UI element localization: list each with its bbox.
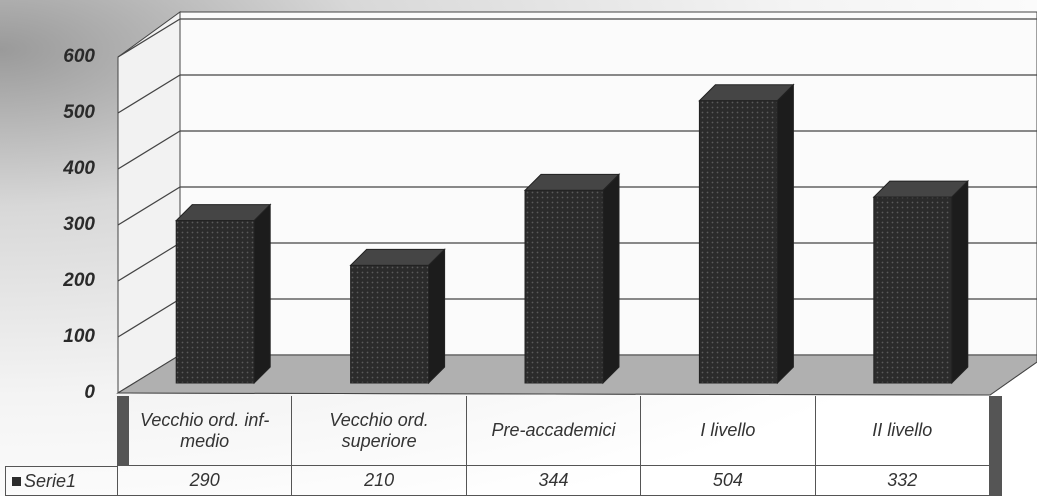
y-tick-label: 200	[62, 270, 95, 291]
x-tick-label: Pre-accademici	[466, 396, 642, 466]
bar	[698, 100, 778, 384]
x-tick-label: Vecchio ord. inf-medio	[118, 396, 293, 466]
x-tick-label: I livello	[641, 396, 816, 466]
grid-line	[117, 74, 1037, 114]
table-border	[117, 396, 129, 466]
bar	[524, 189, 604, 384]
legend-cell: Serie1	[5, 466, 118, 496]
bar-side	[602, 173, 620, 385]
table-value: 332	[815, 466, 990, 496]
y-tick-label: 300	[63, 214, 95, 235]
bar-side	[951, 179, 969, 385]
table-value: 344	[466, 466, 642, 496]
y-tick-label: 100	[63, 326, 95, 347]
y-tick-label: 600	[63, 46, 95, 67]
table-border	[118, 465, 990, 466]
bar	[350, 264, 430, 384]
bar-side	[253, 203, 271, 385]
bar	[873, 196, 953, 384]
bar-side	[776, 83, 794, 385]
x-tick-label: II livello	[815, 396, 990, 466]
table-border	[990, 396, 1002, 496]
y-tick-label: 0	[84, 382, 95, 403]
grid-line	[117, 18, 1037, 58]
table-value: 504	[641, 466, 816, 496]
table-value: 210	[292, 466, 467, 496]
bar	[175, 220, 255, 384]
y-tick-label: 400	[62, 158, 95, 179]
side-wall	[117, 11, 181, 394]
y-tick-label: 500	[63, 102, 95, 123]
legend-label: Serie1	[24, 470, 77, 491]
bar-side	[428, 248, 446, 385]
legend-swatch	[12, 476, 21, 486]
x-tick-label: Vecchio ord. superiore	[292, 396, 467, 466]
table-value: 290	[118, 466, 293, 496]
